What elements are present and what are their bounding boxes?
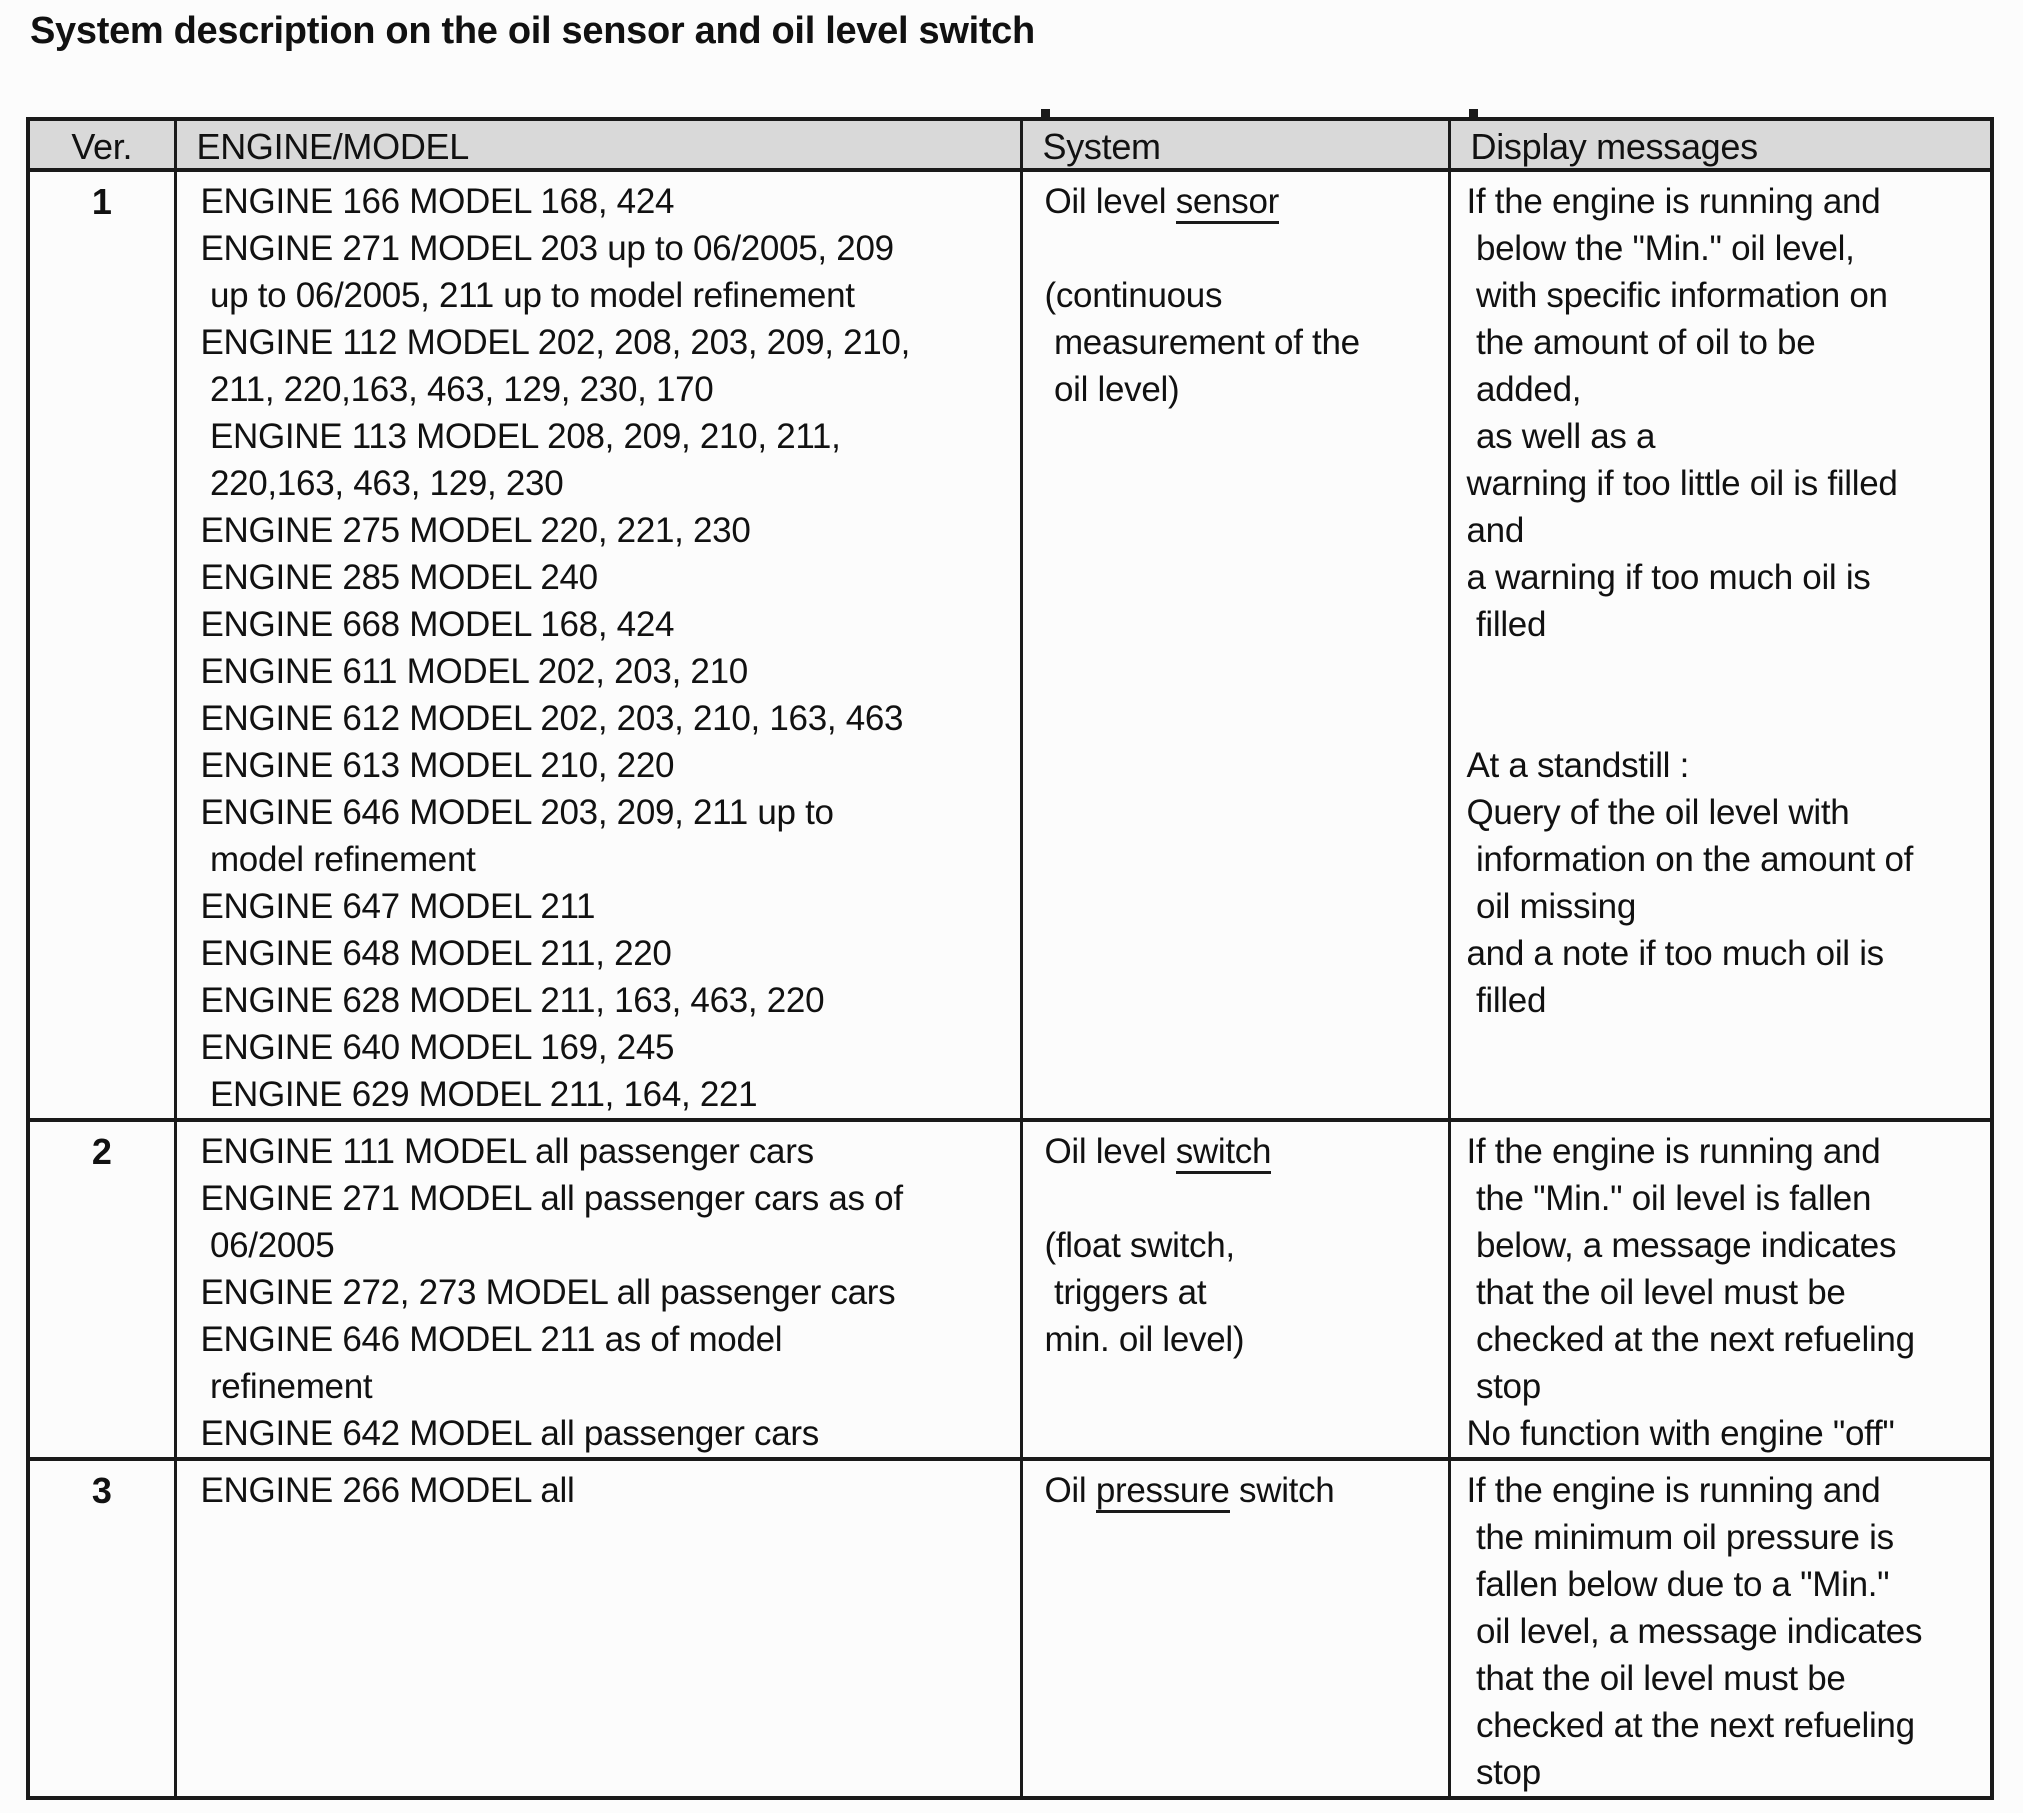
ver-cell: 1 bbox=[26, 168, 177, 1122]
system-cell: Oil level sensor (continuous measurement… bbox=[1019, 168, 1451, 1122]
system-cell: Oil level switch (float switch, triggers… bbox=[1019, 1118, 1451, 1461]
header-display-messages: Display messages bbox=[1447, 117, 1994, 172]
table-row: 3 ENGINE 266 MODEL all Oil pressure swit… bbox=[26, 1457, 1994, 1800]
engine-model-cell: ENGINE 111 MODEL all passenger cars ENGI… bbox=[173, 1118, 1023, 1461]
system-name-suffix: switch bbox=[1229, 1471, 1335, 1510]
display-messages-cell: If the engine is running and the minimum… bbox=[1447, 1457, 1994, 1800]
system-name-underlined: sensor bbox=[1175, 182, 1279, 224]
table-row: 1 ENGINE 166 MODEL 168, 424 ENGINE 271 M… bbox=[26, 168, 1994, 1122]
scan-artifact bbox=[1041, 109, 1050, 117]
engine-model-cell: ENGINE 166 MODEL 168, 424 ENGINE 271 MOD… bbox=[173, 168, 1023, 1122]
table-row: 2 ENGINE 111 MODEL all passenger cars EN… bbox=[26, 1118, 1994, 1461]
system-cell: Oil pressure switch bbox=[1019, 1457, 1451, 1800]
system-name-line: Oil pressure switch bbox=[1045, 1467, 1438, 1514]
ver-cell: 3 bbox=[26, 1457, 177, 1800]
header-system: System bbox=[1019, 117, 1451, 172]
scan-artifact bbox=[1469, 109, 1478, 117]
engine-model-cell: ENGINE 266 MODEL all bbox=[173, 1457, 1023, 1800]
header-ver: Ver. bbox=[26, 117, 177, 172]
header-engine-model: ENGINE/MODEL bbox=[173, 117, 1023, 172]
system-name-line: Oil level switch bbox=[1045, 1128, 1438, 1175]
system-name-prefix: Oil level bbox=[1044, 1132, 1176, 1171]
display-messages-cell: If the engine is running and the "Min." … bbox=[1447, 1118, 1994, 1461]
ver-cell: 2 bbox=[26, 1118, 177, 1461]
system-name-prefix: Oil level bbox=[1044, 182, 1176, 221]
page-title: System description on the oil sensor and… bbox=[30, 10, 1035, 52]
system-name-line: Oil level sensor bbox=[1045, 178, 1438, 225]
system-name-prefix: Oil bbox=[1044, 1471, 1096, 1510]
system-detail: (continuous measurement of the oil level… bbox=[1044, 276, 1361, 409]
system-detail: (float switch, triggers at min. oil leve… bbox=[1044, 1226, 1245, 1359]
system-name-underlined: pressure bbox=[1095, 1471, 1230, 1513]
display-messages-cell: If the engine is running and below the "… bbox=[1447, 168, 1994, 1122]
system-name-underlined: switch bbox=[1175, 1132, 1271, 1174]
table-header-row: Ver. ENGINE/MODEL System Display message… bbox=[26, 117, 1994, 172]
oil-sensor-system-table: Ver. ENGINE/MODEL System Display message… bbox=[26, 117, 1994, 1800]
